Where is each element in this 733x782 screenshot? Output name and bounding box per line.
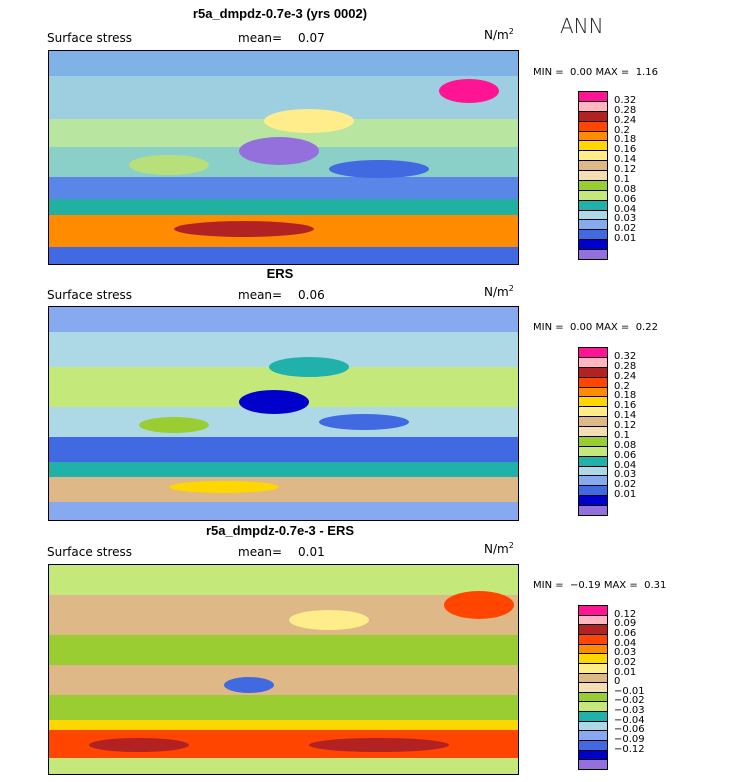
colorbar-level-label: 0.32 <box>614 94 637 106</box>
panel-1-colorbar: 0.32 0.28 0.24 0.2 0.18 0.16 0.14 0.12 0.1 0.08 0.… <box>578 91 636 260</box>
colorbar-level-label: 0.1 <box>614 173 630 185</box>
colorbar-level-label: 0.04 <box>614 459 637 471</box>
colorbar-level-label: 0.08 <box>614 183 637 195</box>
panel-1-title: r5a_dmpdz-0.7e-3 (yrs 0002) <box>192 6 368 21</box>
colorbar-level-label: 0.04 <box>614 203 637 215</box>
colorbar-level-label: 0 <box>614 676 621 688</box>
colorbar-level-label: 0.06 <box>614 193 637 205</box>
panel-3-colorbar: 0.12 0.09 0.06 0.04 0.03 0.02 0.01 0 −0.01 −0.02−… <box>578 605 645 770</box>
colorbar-level-label: 0.18 <box>614 134 637 146</box>
panel-2-units: N/m2 <box>484 284 514 299</box>
colorbar-level-label: 0.12 <box>614 608 637 620</box>
colorbar-level-label: 0.18 <box>614 390 637 402</box>
colorbar-level-label: 0.14 <box>614 410 637 422</box>
colorbar-level-label: 0.02 <box>614 223 637 235</box>
colorbar-swatch <box>578 759 608 770</box>
colorbar-swatch <box>578 505 608 516</box>
colorbar-level-label: 0.14 <box>614 154 637 166</box>
colorbar-level-label: 0.2 <box>614 124 630 136</box>
colorbar-level-label: 0.24 <box>614 114 637 126</box>
colorbar-level-label: 0.28 <box>614 104 637 116</box>
panel-3-units: N/m2 <box>484 541 514 556</box>
colorbar-level-label: 0.16 <box>614 400 637 412</box>
colorbar-level-label: −0.02 <box>614 695 645 707</box>
colorbar-level-label: 0.02 <box>614 479 637 491</box>
colorbar-level-label: 0.02 <box>614 656 637 668</box>
panel-2-mean-value: 0.06 <box>298 288 325 302</box>
panel-2-mean-label: mean= <box>238 288 283 302</box>
colorbar-level-label: −0.12 <box>614 743 645 755</box>
colorbar-level-label: 0.03 <box>614 213 637 225</box>
colorbar-level-label: 0.03 <box>614 469 637 481</box>
colorbar-level-label: 0.06 <box>614 627 637 639</box>
panel-2-field-label: Surface stress <box>47 288 133 302</box>
panel-1-mean-label: mean= <box>238 31 283 45</box>
panel-3-minmax: MIN = −0.19 MAX = 0.31 <box>533 580 667 591</box>
panel-3-map <box>48 564 519 775</box>
colorbar-level-label: 0.2 <box>614 380 630 392</box>
colorbar-level-label: 0.12 <box>614 164 637 176</box>
colorbar-level-label: 0.08 <box>614 439 637 451</box>
colorbar-level-label: 0.01 <box>614 233 637 245</box>
panel-2-map <box>48 306 519 521</box>
colorbar-level-label: 0.12 <box>614 420 637 432</box>
colorbar-level-label: −0.01 <box>614 685 645 697</box>
panel-1-minmax: MIN = 0.00 MAX = 1.16 <box>533 67 658 78</box>
panel-3-title: r5a_dmpdz-0.7e-3 - ERS <box>205 523 355 538</box>
colorbar-level-label: 0.28 <box>614 360 637 372</box>
colorbar-level-label: 0.01 <box>614 666 637 678</box>
panel-1-map <box>48 50 519 265</box>
colorbar-level-label: 0.03 <box>614 647 637 659</box>
colorbar-level-label: −0.03 <box>614 705 645 717</box>
colorbar-level-label: −0.06 <box>614 724 645 736</box>
panel-1-units: N/m2 <box>484 27 514 42</box>
panel-1-field-label: Surface stress <box>47 31 133 45</box>
colorbar-level-label: 0.16 <box>614 144 637 156</box>
colorbar-level-label: 0.09 <box>614 618 637 630</box>
colorbar-level-label: 0.24 <box>614 370 637 382</box>
colorbar-level-label: −0.09 <box>614 734 645 746</box>
panel-2-minmax: MIN = 0.00 MAX = 0.22 <box>533 322 658 333</box>
colorbar-level-label: 0.32 <box>614 350 637 362</box>
season-label: ANN <box>560 14 604 38</box>
colorbar-level-label: 0.04 <box>614 637 637 649</box>
panel-2-title: ERS <box>266 266 294 281</box>
panel-3-mean-label: mean= <box>238 545 283 559</box>
panel-3-mean-value: 0.01 <box>298 545 325 559</box>
colorbar-swatch <box>578 249 608 260</box>
colorbar-level-label: −0.04 <box>614 714 645 726</box>
colorbar-level-label: 0.01 <box>614 489 637 501</box>
panel-1-mean-value: 0.07 <box>298 31 325 45</box>
panel-3-field-label: Surface stress <box>47 545 133 559</box>
panel-2-colorbar: 0.32 0.28 0.24 0.2 0.18 0.16 0.14 0.12 0.1 0.08 0.… <box>578 347 636 516</box>
colorbar-level-label: 0.1 <box>614 429 630 441</box>
colorbar-level-label: 0.06 <box>614 449 637 461</box>
